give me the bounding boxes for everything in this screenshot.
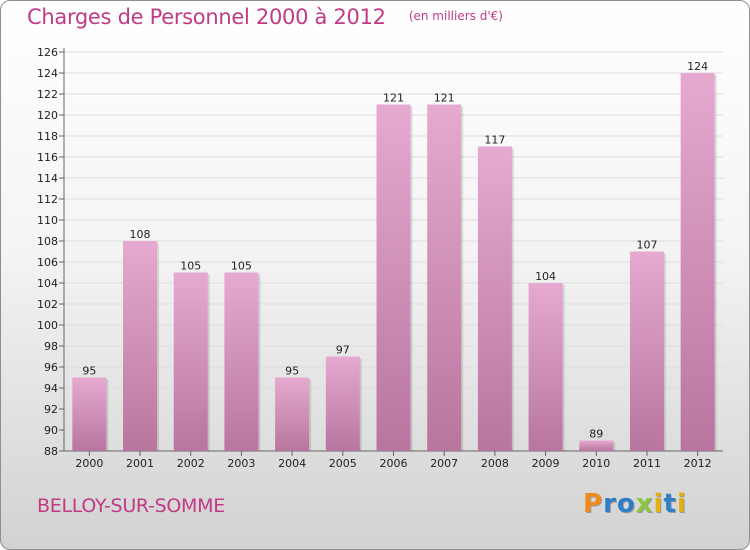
x-tick-label: 2003 <box>227 457 255 470</box>
x-tick-label: 2008 <box>481 457 509 470</box>
x-tick-label: 2009 <box>532 457 560 470</box>
y-tick-label: 122 <box>37 88 58 101</box>
x-tick-label: 2005 <box>329 457 357 470</box>
bar-value-label: 95 <box>82 365 96 378</box>
logo-letter: P <box>583 489 604 519</box>
bar-value-label: 107 <box>636 239 657 252</box>
bar <box>123 241 158 451</box>
logo-letter: t <box>663 489 677 519</box>
value-labels: 95 108 105 105 95 97 121 121 117 104 89 107 124 <box>82 60 708 441</box>
x-tick-label: 2011 <box>633 457 661 470</box>
y-tick-label: 90 <box>44 424 58 437</box>
bar <box>72 377 107 451</box>
y-tick-label: 120 <box>37 109 58 122</box>
bar <box>173 272 208 451</box>
bar-value-label: 95 <box>285 365 299 378</box>
y-tick-label: 100 <box>37 319 58 332</box>
y-tick-label: 114 <box>37 172 58 185</box>
x-tick-label: 2004 <box>278 457 306 470</box>
bar <box>680 73 715 451</box>
bar <box>477 146 512 451</box>
bar-value-label: 105 <box>180 260 201 273</box>
bar-value-label: 117 <box>484 134 505 147</box>
bars <box>72 73 717 451</box>
bar-value-label: 124 <box>687 60 708 73</box>
x-tick-label: 2001 <box>126 457 154 470</box>
bar <box>376 104 411 451</box>
bar <box>579 440 614 451</box>
bar <box>224 272 259 451</box>
bar <box>629 251 664 451</box>
title-row: Charges de Personnel 2000 à 2012 (en mil… <box>27 5 503 29</box>
bar <box>427 104 462 451</box>
y-tick-label: 98 <box>44 340 58 353</box>
y-tick-label: 112 <box>37 193 58 206</box>
city-name: BELLOY-SUR-SOMME <box>37 495 225 517</box>
y-tick-label: 126 <box>37 46 58 59</box>
bar <box>528 283 563 451</box>
bar-value-label: 105 <box>231 260 252 273</box>
y-tick-label: 96 <box>44 361 58 374</box>
y-tick-label: 94 <box>44 382 58 395</box>
x-tick-label: 2000 <box>75 457 103 470</box>
y-tick-labels: 88 90 92 94 96 98 100 102 104 106 108 110 112 114 116 1… <box>37 46 58 458</box>
chart-subtitle: (en milliers d'€) <box>408 9 503 23</box>
y-tick-label: 108 <box>37 235 58 248</box>
x-tick-label: 2007 <box>430 457 458 470</box>
x-tick-label: 2006 <box>380 457 408 470</box>
y-tick-label: 124 <box>37 67 58 80</box>
y-tick-label: 116 <box>37 151 58 164</box>
bar-value-label: 97 <box>336 344 350 357</box>
bar-value-label: 121 <box>434 92 455 105</box>
y-tick-label: 88 <box>44 445 58 458</box>
logo-letter: i <box>676 489 687 519</box>
y-tick-label: 106 <box>37 256 58 269</box>
logo-letter: o <box>616 489 636 519</box>
y-tick-label: 102 <box>37 298 58 311</box>
x-tick-label: 2002 <box>177 457 205 470</box>
x-tick-label: 2010 <box>582 457 610 470</box>
bar <box>275 377 310 451</box>
logo-letter: x <box>635 489 654 519</box>
logo-letter: r <box>603 489 617 519</box>
y-tick-label: 118 <box>37 130 58 143</box>
bar-value-label: 121 <box>383 92 404 105</box>
logo-letter: i <box>653 489 664 519</box>
bar <box>325 356 360 451</box>
bar-value-label: 104 <box>535 270 556 283</box>
x-tick-label: 2012 <box>684 457 712 470</box>
bar-value-label: 108 <box>130 228 151 241</box>
chart-title: Charges de Personnel 2000 à 2012 <box>27 5 386 29</box>
y-tick-label: 104 <box>37 277 58 290</box>
x-tick-labels: 2000 2001 2002 2003 2004 2005 2006 2007 2008 2009… <box>75 451 712 470</box>
bar-value-label: 89 <box>589 428 603 441</box>
y-tick-label: 92 <box>44 403 58 416</box>
proxiti-logo: Proxiti <box>583 489 687 519</box>
y-tick-label: 110 <box>37 214 58 227</box>
